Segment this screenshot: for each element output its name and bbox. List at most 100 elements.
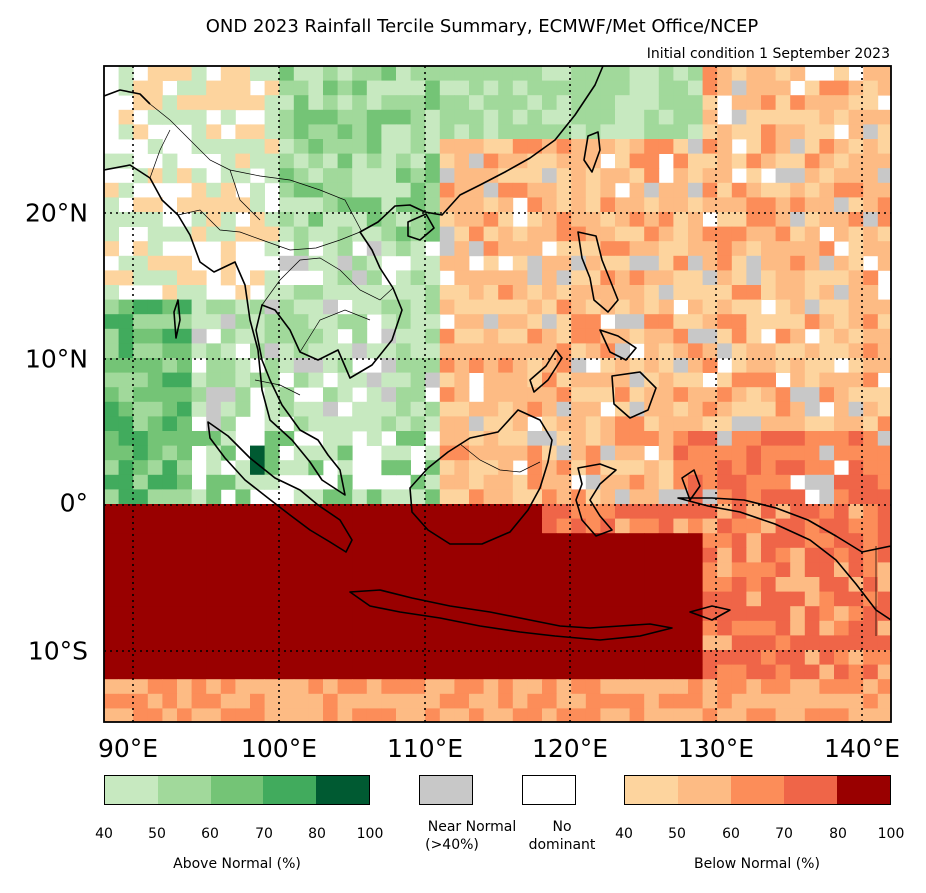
- tercile-cell: [483, 650, 499, 665]
- tercile-cell: [804, 124, 820, 140]
- tercile-cell: [293, 693, 309, 709]
- tercile-cell: [410, 547, 426, 563]
- tercile-cell: [512, 708, 528, 722]
- tercile-cell: [425, 197, 441, 213]
- tercile-cell: [162, 708, 178, 722]
- tercile-cell: [104, 489, 119, 505]
- tercile-cell: [834, 401, 849, 417]
- tercile-cell: [191, 650, 207, 665]
- tercile-cell: [381, 518, 397, 534]
- tercile-cell: [819, 620, 835, 636]
- tercile-cell: [702, 109, 718, 125]
- tercile-cell: [454, 489, 470, 505]
- tercile-cell: [819, 650, 835, 665]
- tercile-cell: [410, 372, 426, 388]
- tercile-cell: [527, 635, 543, 651]
- tercile-cell: [308, 299, 324, 315]
- tercile-cell: [877, 591, 891, 607]
- tercile-cell: [104, 620, 119, 636]
- tercile-cell: [308, 226, 324, 242]
- tercile-cell: [396, 562, 411, 578]
- tercile-cell: [469, 182, 484, 198]
- tercile-cell: [512, 431, 528, 446]
- tercile-cell: [323, 577, 338, 592]
- tercile-cell: [731, 518, 747, 534]
- tercile-cell: [819, 241, 835, 257]
- tercile-cell: [279, 226, 295, 242]
- tercile-cell: [615, 591, 630, 607]
- tercile-cell: [177, 474, 192, 490]
- tercile-cell: [279, 109, 295, 125]
- tercile-cell: [775, 650, 791, 665]
- tercile-cell: [863, 66, 879, 81]
- tercile-cell: [133, 650, 149, 665]
- tercile-cell: [819, 314, 835, 330]
- tercile-cell: [323, 562, 338, 578]
- tercile-cell: [279, 664, 295, 680]
- tercile-cell: [104, 401, 119, 417]
- tercile-cell: [162, 66, 178, 81]
- tercile-cell: [819, 518, 835, 534]
- tercile-cell: [352, 620, 368, 636]
- tercile-cell: [688, 562, 703, 578]
- tercile-cell: [863, 635, 879, 651]
- tercile-cell: [571, 577, 587, 592]
- tercile-cell: [688, 241, 703, 257]
- tercile-cell: [542, 95, 557, 111]
- tercile-cell: [293, 533, 309, 549]
- tercile-cell: [673, 226, 689, 242]
- tercile-cell: [425, 562, 441, 578]
- tercile-cell: [220, 80, 236, 96]
- near-normal-fill: [420, 776, 472, 804]
- tercile-cell: [571, 314, 587, 330]
- tercile-cell: [250, 139, 265, 154]
- tercile-cell: [775, 197, 791, 213]
- tercile-cell: [761, 358, 776, 373]
- tercile-cell: [790, 401, 806, 417]
- tercile-cell: [717, 708, 733, 722]
- tercile-cell: [629, 708, 645, 722]
- tercile-cell: [761, 226, 776, 242]
- tercile-cell: [498, 66, 514, 81]
- tercile-cell: [483, 95, 499, 111]
- tercile-cell: [133, 255, 149, 271]
- tercile-cell: [834, 197, 849, 213]
- tercile-cell: [118, 679, 134, 695]
- tercile-cell: [352, 299, 368, 315]
- tercile-cell: [104, 635, 119, 651]
- tercile-cell: [454, 314, 470, 330]
- tercile-cell: [804, 504, 820, 519]
- tercile-cell: [498, 489, 514, 505]
- tercile-cell: [790, 547, 806, 563]
- tercile-cell: [264, 606, 280, 622]
- tercile-cell: [658, 445, 674, 461]
- tercile-cell: [585, 182, 601, 198]
- tercile-cell: [644, 547, 660, 563]
- above-tick: 70: [255, 826, 273, 842]
- tercile-cell: [688, 153, 703, 169]
- tercile-cell: [658, 66, 674, 81]
- tercile-cell: [410, 431, 426, 446]
- tercile-cell: [717, 591, 733, 607]
- tercile-cell: [834, 504, 849, 519]
- tercile-cell: [439, 387, 455, 403]
- tercile-cell: [834, 153, 849, 169]
- below-swatch-80: [837, 776, 890, 804]
- tercile-cell: [848, 168, 864, 184]
- tercile-cell: [118, 328, 134, 344]
- tercile-cell: [147, 489, 163, 505]
- tercile-cell: [483, 562, 499, 578]
- tercile-cell: [571, 416, 587, 432]
- tercile-cell: [731, 650, 747, 665]
- tercile-cell: [600, 226, 616, 242]
- tercile-cell: [381, 182, 397, 198]
- tercile-cell: [804, 708, 820, 722]
- tercile-cell: [804, 620, 820, 636]
- tercile-cell: [177, 431, 192, 446]
- tercile-cell: [629, 431, 645, 446]
- tercile-cell: [819, 95, 835, 111]
- tercile-cell: [250, 708, 265, 722]
- tercile-cell: [629, 299, 645, 315]
- tercile-cell: [118, 66, 134, 81]
